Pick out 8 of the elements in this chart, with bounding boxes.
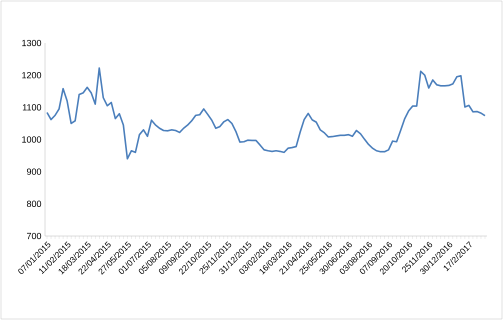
y-tick-label: 1200 [22, 72, 42, 78]
y-tick-label: 1000 [22, 136, 42, 143]
y-tick-label: 1100 [22, 104, 42, 111]
line-series [46, 67, 486, 160]
y-tick-label: 700 [26, 232, 42, 240]
y-tick-label: 900 [26, 168, 42, 175]
y-tick-label: 1300 [22, 40, 42, 46]
y-tick-label: 800 [26, 200, 42, 208]
